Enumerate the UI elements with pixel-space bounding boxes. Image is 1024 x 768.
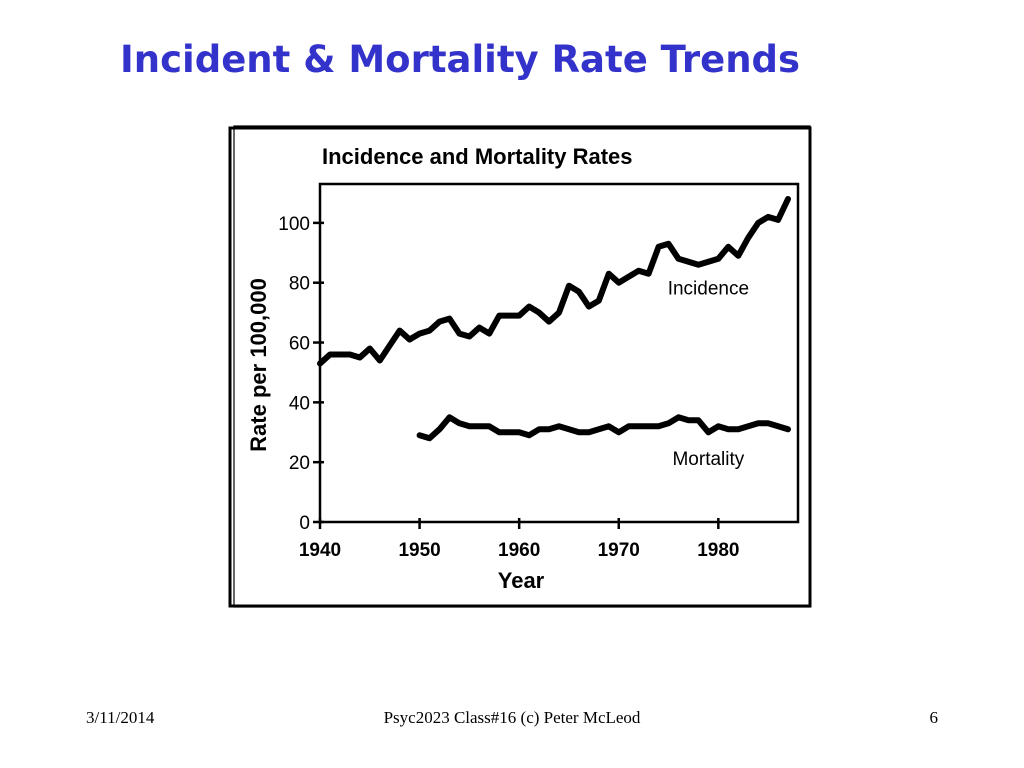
y-tick-label: 60 [289,334,310,355]
y-axis-label: Rate per 100,000 [246,278,271,452]
footer-page-number: 6 [929,708,939,727]
chart-title: Incidence and Mortality Rates [322,144,633,169]
chart-figure: Incidence and Mortality Rates 0 20 40 60 80 10… [228,125,812,608]
figure-border [228,126,812,608]
series-annotation: Mortality [672,449,744,470]
y-tick-label: 40 [289,393,310,414]
plot-frame [318,182,800,524]
x-tick-label: 1960 [498,540,540,561]
incidence-mortality-chart: Incidence and Mortality Rates 0 20 40 60 80 10… [228,125,812,608]
figure-border-inner [233,125,811,608]
footer-course-credit: Psyc2023 Class#16 (c) Peter McLeod [383,708,641,727]
x-tick-label: 1970 [598,540,640,561]
y-tick-label: 80 [289,274,310,295]
y-tick-label: 100 [278,214,310,235]
series-annotation: Incidence [668,279,749,300]
slide-title: Incident & Mortality Rate Trends [120,38,801,81]
x-tick-label: 1940 [299,540,341,561]
series-line-mortality [416,414,791,442]
series-line-incidence [317,196,791,367]
x-tick-label: 1980 [697,540,739,561]
y-tick-label: 0 [299,513,310,534]
x-tick-label: 1950 [398,540,440,561]
x-axis-label: Year [498,568,545,593]
footer-date: 3/11/2014 [86,708,155,727]
y-tick-label: 20 [289,453,310,474]
